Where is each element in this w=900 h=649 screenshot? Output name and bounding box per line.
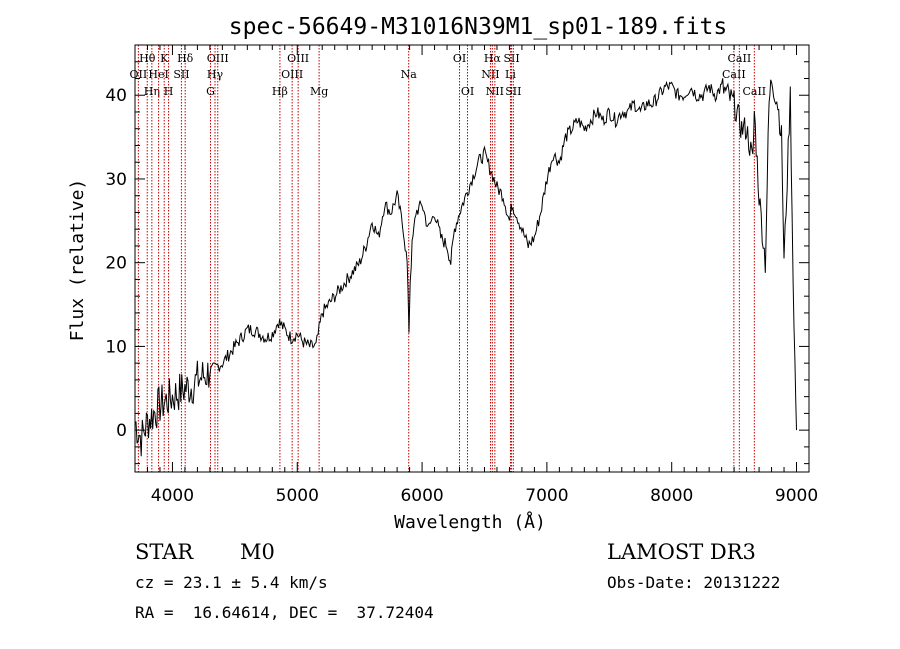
y-tick-label: 0 [116, 421, 127, 441]
line-label-sii: SII [503, 52, 519, 65]
y-tick-label: 40 [105, 86, 127, 106]
line-label-g: G [206, 85, 215, 98]
redshift-velocity: cz = 23.1 ± 5.4 km/s [135, 573, 328, 592]
y-tick-label: 10 [105, 337, 127, 357]
x-tick-label: 9000 [775, 486, 818, 506]
x-axis-label: Wavelength (Å) [394, 511, 546, 533]
line-label-hη: Hη [144, 85, 160, 98]
line-label-oii: OII [130, 68, 148, 81]
plot-frame [134, 44, 810, 473]
survey-name: LAMOST DR3 [607, 540, 756, 564]
line-label-hθ: Hθ [139, 52, 156, 65]
x-tick-label: 8000 [650, 486, 693, 506]
line-label-oiii: OIII [207, 52, 229, 65]
line-label-caii: CaII [722, 68, 746, 81]
coordinates: RA = 16.64614, DEC = 37.72404 [135, 603, 434, 622]
line-label-hei: HeI [148, 68, 168, 81]
line-label-hδ: Hδ [177, 52, 194, 65]
x-tick-label: 5000 [276, 486, 319, 506]
line-label-li: Li [505, 68, 516, 81]
y-axis-label: Flux (relative) [67, 179, 88, 342]
y-tick-label: 20 [105, 254, 127, 274]
line-label-hγ: Hγ [207, 68, 224, 81]
line-label-caii: CaII [728, 52, 752, 65]
x-tick-label: 6000 [400, 486, 443, 506]
emission-line-markers: Hθ OII Hη HeI K H SII Hδ OIII Hγ G Hβ OIII OIII Mg Na OI… [130, 45, 766, 472]
object-subclass: M0 [240, 540, 275, 564]
line-label-nii: NII [481, 68, 499, 81]
x-tick-label: 7000 [525, 486, 568, 506]
line-label-sii: SII [173, 68, 189, 81]
chart-title: spec-56649-M31016N39M1_sp01-189.fits [229, 14, 728, 40]
line-label-h: H [164, 85, 174, 98]
y-axis: 0 10 20 30 40 [105, 44, 809, 465]
line-label-na: Na [401, 68, 418, 81]
line-label-oiii: OIII [287, 52, 309, 65]
line-label-nii: NII [486, 85, 504, 98]
line-label-caii: CaII [742, 85, 766, 98]
line-label-oi: OI [461, 85, 474, 98]
object-class: STAR [135, 540, 194, 564]
line-label-hβ: Hβ [272, 85, 288, 98]
line-label-sii: SII [505, 85, 521, 98]
line-label-oiii: OIII [281, 68, 303, 81]
observation-date: Obs-Date: 20131222 [607, 573, 781, 592]
spectrum-series-line [134, 78, 797, 457]
line-label-mg: Mg [310, 85, 328, 98]
y-tick-label: 30 [105, 170, 127, 190]
line-label-hα: Hα [484, 52, 502, 65]
x-tick-label: 4000 [151, 486, 194, 506]
line-label-k: K [160, 52, 169, 65]
line-label-oi: OI [453, 52, 466, 65]
x-axis: 4000 5000 6000 7000 8000 9000 [134, 45, 818, 506]
